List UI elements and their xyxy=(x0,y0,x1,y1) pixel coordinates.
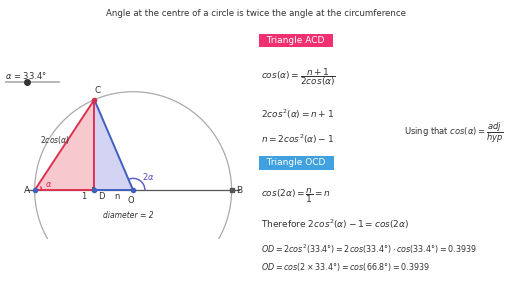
Text: $n = 2cos^2(\alpha) - 1$: $n = 2cos^2(\alpha) - 1$ xyxy=(261,133,334,146)
Text: $2cos(\alpha)$: $2cos(\alpha)$ xyxy=(39,134,70,146)
Text: n: n xyxy=(114,192,119,201)
Text: Using that $cos(\alpha) = \dfrac{adj}{hyp}$: Using that $cos(\alpha) = \dfrac{adj}{hy… xyxy=(404,120,504,145)
Text: $cos(2\alpha) = \dfrac{n}{1} = n$: $cos(2\alpha) = \dfrac{n}{1} = n$ xyxy=(261,186,331,205)
Text: Triangle OCD: Triangle OCD xyxy=(261,158,331,167)
Text: diameter = 2: diameter = 2 xyxy=(103,211,154,220)
Text: $cos(\alpha) = \dfrac{n+1}{2cos(\alpha)}$: $cos(\alpha) = \dfrac{n+1}{2cos(\alpha)}… xyxy=(261,67,336,88)
Text: Therefore $2cos^2(\alpha) - 1 = cos(2\alpha)$: Therefore $2cos^2(\alpha) - 1 = cos(2\al… xyxy=(261,217,409,231)
Text: Angle at the centre of a circle is twice the angle at the circumference: Angle at the centre of a circle is twice… xyxy=(106,9,406,18)
Polygon shape xyxy=(94,100,133,190)
Text: $OD = 2cos^2(33.4°) = 2cos(33.4°) \cdot cos(33.4°) = 0.3939$: $OD = 2cos^2(33.4°) = 2cos(33.4°) \cdot … xyxy=(261,243,477,256)
Polygon shape xyxy=(35,100,94,190)
Text: $\alpha$: $\alpha$ xyxy=(45,180,52,189)
Text: $\alpha$ = 33.4°: $\alpha$ = 33.4° xyxy=(5,70,47,81)
Text: $2cos^2(\alpha) = n + 1$: $2cos^2(\alpha) = n + 1$ xyxy=(261,107,334,121)
Text: 1: 1 xyxy=(81,192,87,201)
Text: D: D xyxy=(98,192,105,201)
Text: C: C xyxy=(94,86,100,95)
Text: $OD = cos(2 \times 33.4°) = cos(66.8°) = 0.3939$: $OD = cos(2 \times 33.4°) = cos(66.8°) =… xyxy=(261,260,430,273)
Text: $2\alpha$: $2\alpha$ xyxy=(142,171,155,182)
Text: A: A xyxy=(24,186,30,195)
Text: O: O xyxy=(128,196,135,205)
Text: Triangle ACD: Triangle ACD xyxy=(261,36,330,45)
Text: B: B xyxy=(237,186,243,195)
